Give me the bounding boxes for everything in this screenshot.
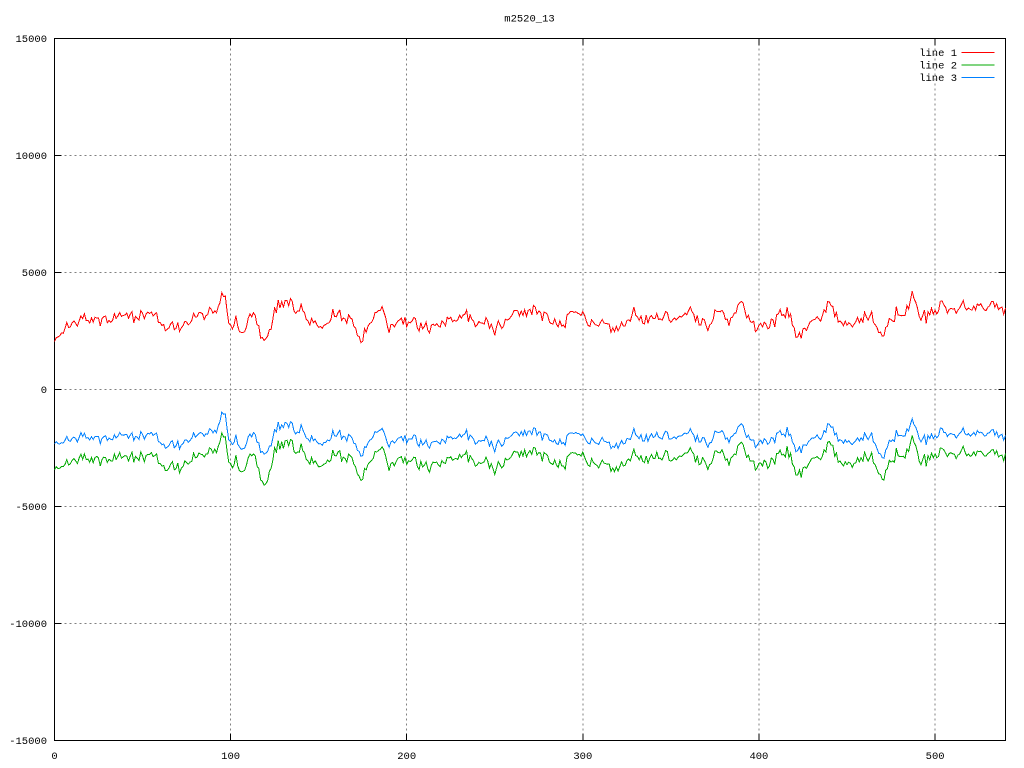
svg-text:15000: 15000 — [15, 34, 47, 46]
svg-text:5000: 5000 — [22, 268, 47, 280]
svg-text:line 3: line 3 — [919, 73, 957, 85]
svg-text:0: 0 — [41, 385, 47, 397]
svg-text:line 1: line 1 — [919, 48, 957, 60]
svg-text:-15000: -15000 — [9, 736, 47, 748]
svg-text:line 2: line 2 — [919, 61, 957, 73]
svg-text:200: 200 — [397, 751, 416, 763]
svg-text:400: 400 — [749, 751, 768, 763]
svg-text:300: 300 — [573, 751, 592, 763]
svg-text:500: 500 — [926, 751, 945, 763]
svg-text:0: 0 — [51, 751, 57, 763]
svg-text:-10000: -10000 — [9, 619, 47, 631]
svg-text:m2520_13: m2520_13 — [504, 14, 554, 26]
svg-text:10000: 10000 — [15, 151, 47, 163]
svg-text:100: 100 — [221, 751, 240, 763]
svg-text:-5000: -5000 — [15, 502, 47, 514]
